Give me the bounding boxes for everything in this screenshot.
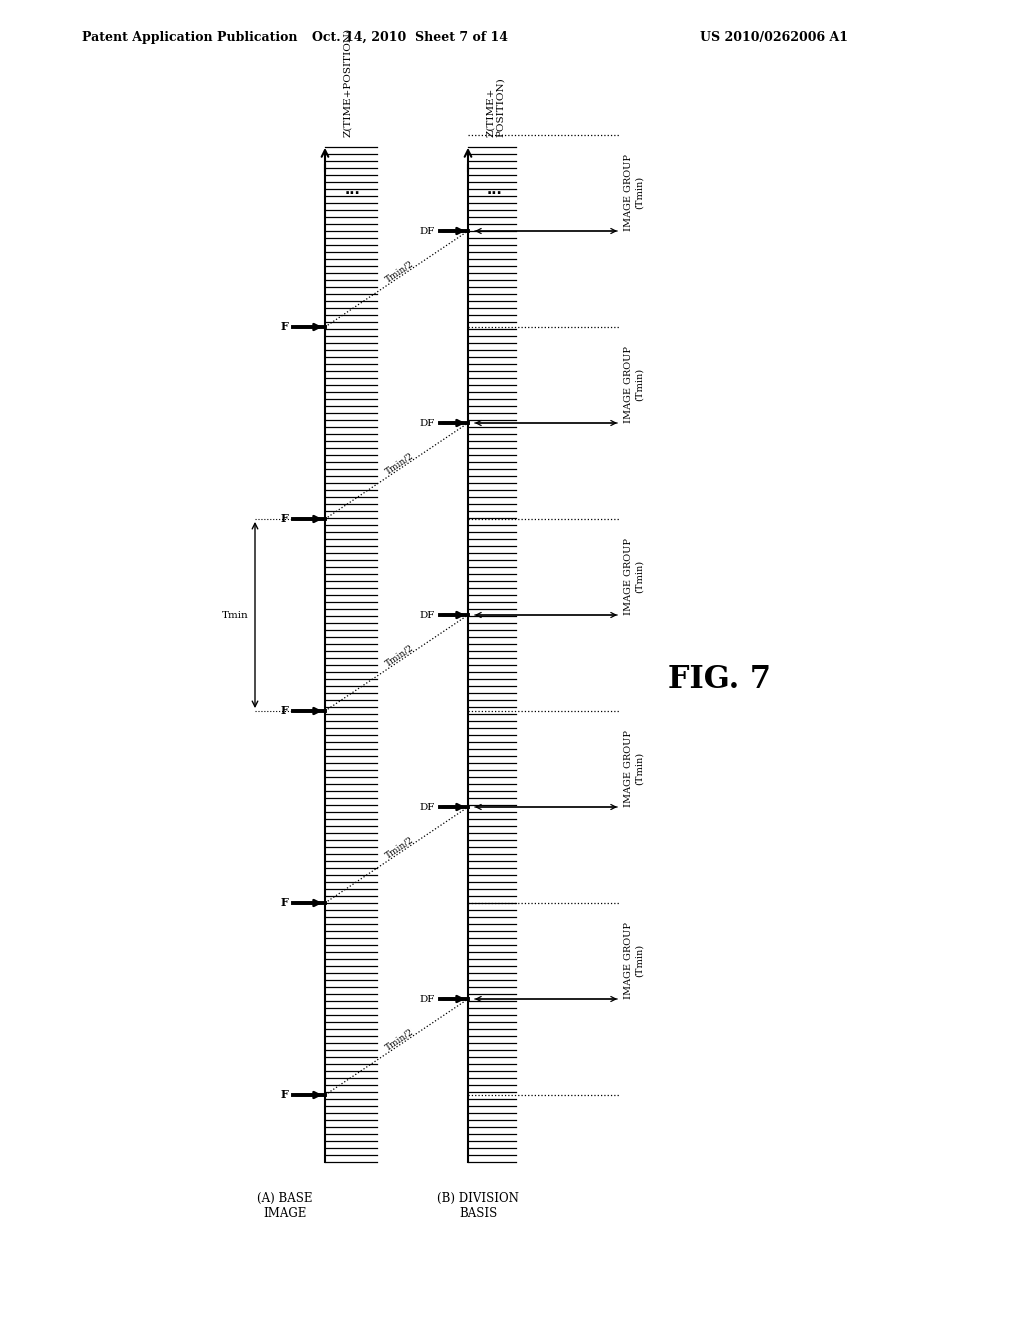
Text: Tmin/2: Tmin/2 <box>383 259 415 284</box>
Text: Tmin/2: Tmin/2 <box>383 643 415 668</box>
Text: Tmin/2: Tmin/2 <box>383 450 415 477</box>
Text: Z(TIME+
POSITION): Z(TIME+ POSITION) <box>486 78 506 137</box>
Text: Oct. 14, 2010  Sheet 7 of 14: Oct. 14, 2010 Sheet 7 of 14 <box>312 30 508 44</box>
Text: IMAGE GROUP
(Tmin): IMAGE GROUP (Tmin) <box>625 730 644 807</box>
Text: Patent Application Publication: Patent Application Publication <box>82 30 298 44</box>
Text: US 2010/0262006 A1: US 2010/0262006 A1 <box>700 30 848 44</box>
Text: DF: DF <box>420 610 435 619</box>
Text: F: F <box>281 1089 288 1101</box>
Text: Tmin: Tmin <box>222 610 249 619</box>
Text: IMAGE GROUP
(Tmin): IMAGE GROUP (Tmin) <box>625 539 644 615</box>
Text: (B) DIVISION
BASIS: (B) DIVISION BASIS <box>437 1192 519 1220</box>
Text: DF: DF <box>420 418 435 428</box>
Text: IMAGE GROUP
(Tmin): IMAGE GROUP (Tmin) <box>625 346 644 422</box>
Text: F: F <box>281 898 288 908</box>
Text: DF: DF <box>420 994 435 1003</box>
Text: FIG. 7: FIG. 7 <box>669 664 771 696</box>
Text: ...: ... <box>345 183 360 197</box>
Text: F: F <box>281 322 288 333</box>
Text: DF: DF <box>420 227 435 235</box>
Text: IMAGE GROUP
(Tmin): IMAGE GROUP (Tmin) <box>625 154 644 231</box>
Text: DF: DF <box>420 803 435 812</box>
Text: ...: ... <box>486 183 502 197</box>
Text: Z(TIME+POSITION): Z(TIME+POSITION) <box>343 28 352 137</box>
Text: (A) BASE
IMAGE: (A) BASE IMAGE <box>257 1192 312 1220</box>
Text: Tmin/2: Tmin/2 <box>383 1027 415 1052</box>
Text: F: F <box>281 705 288 717</box>
Text: F: F <box>281 513 288 524</box>
Text: Tmin/2: Tmin/2 <box>383 834 415 859</box>
Text: IMAGE GROUP
(Tmin): IMAGE GROUP (Tmin) <box>625 921 644 999</box>
